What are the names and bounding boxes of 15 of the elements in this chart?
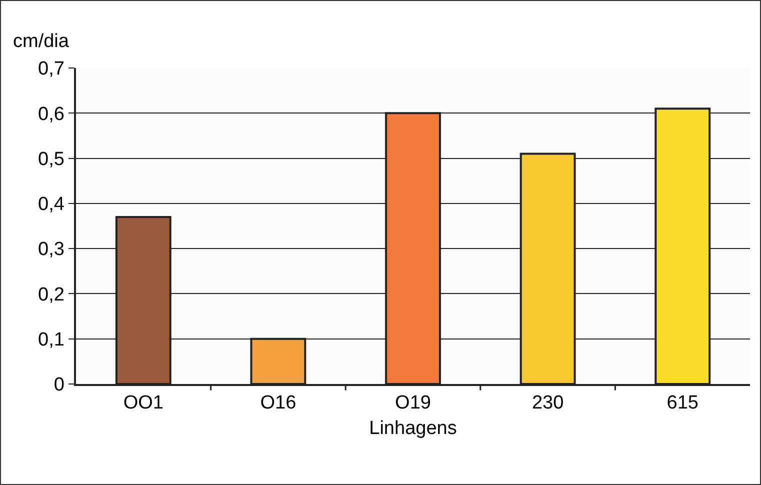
y-tick-label: 0 — [54, 374, 64, 396]
y-axis-title: cm/dia — [13, 31, 70, 52]
x-tick-label: 615 — [666, 392, 698, 414]
x-tick-label: 230 — [532, 392, 564, 414]
y-tick-label: 0,4 — [38, 194, 65, 216]
x-tick-label: O19 — [395, 392, 431, 414]
y-tick-label: 0,1 — [38, 330, 64, 351]
x-tick-label: OO1 — [123, 392, 164, 414]
y-tick-label: 0,3 — [38, 239, 64, 260]
y-tick-label: 0,5 — [38, 148, 64, 170]
y-tick-label: 0,6 — [38, 104, 64, 125]
y-tick-label: 0,2 — [38, 284, 64, 306]
y-tick-label: 0,7 — [38, 58, 64, 80]
x-axis-title: Linhagens — [369, 418, 457, 439]
x-tick-label: O16 — [260, 392, 296, 414]
